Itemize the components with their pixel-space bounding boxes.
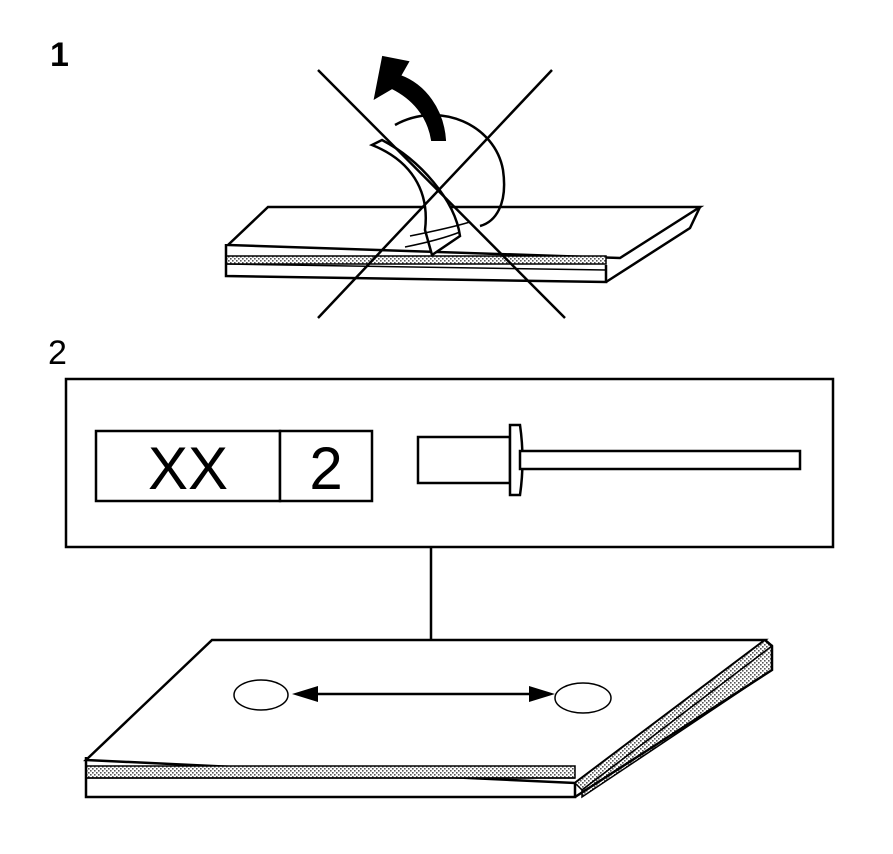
- label-callout-box: XX 2: [64, 377, 835, 549]
- hole-left: [233, 679, 289, 711]
- step-2-number: 2: [48, 334, 67, 372]
- peel-direction-arrow: [373, 55, 447, 141]
- label-grip-text: 2: [309, 435, 342, 502]
- hole-spacing-arrow: [292, 686, 555, 702]
- panel-with-holes: [83, 638, 774, 799]
- rivet-icon: [416, 423, 802, 497]
- label-grip-cell: [278, 429, 374, 503]
- label-code-text: XX: [148, 435, 228, 502]
- base-plate-1: [224, 205, 705, 284]
- step-1-number: 1: [50, 36, 69, 74]
- label-code-cell: [94, 429, 282, 503]
- hole-right: [554, 682, 612, 714]
- peeled-label-illustration: [224, 55, 705, 319]
- prohibited-cross-icon: [317, 69, 566, 319]
- peeling-label: [368, 114, 506, 258]
